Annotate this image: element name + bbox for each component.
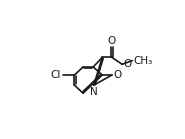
Text: Cl: Cl <box>50 70 61 80</box>
Text: CH₃: CH₃ <box>134 56 153 66</box>
Text: O: O <box>108 36 116 46</box>
Text: O: O <box>123 59 132 69</box>
Text: N: N <box>90 87 98 97</box>
Text: O: O <box>114 70 122 80</box>
